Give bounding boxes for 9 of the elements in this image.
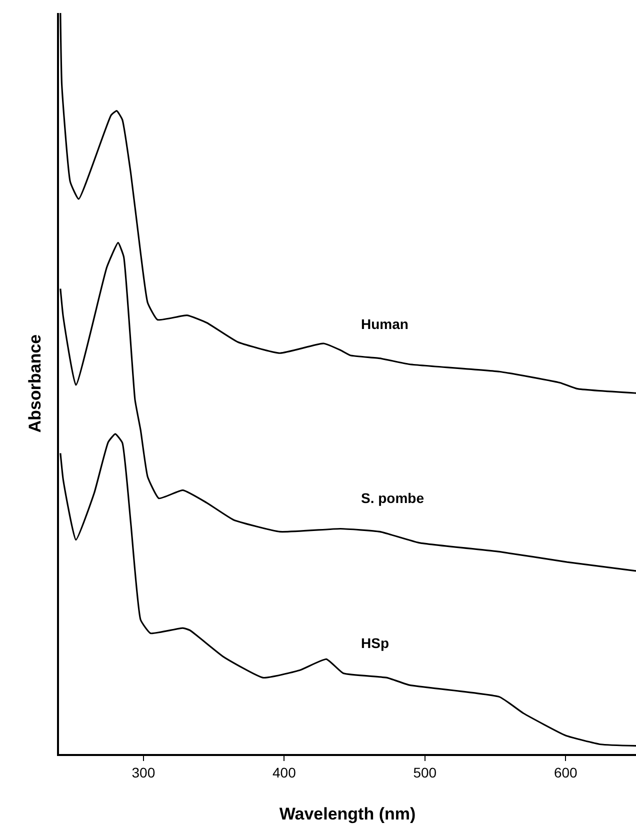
series-label: Human [361,316,408,332]
y-axis-title: Absorbance [25,334,44,433]
x-axis-title: Wavelength (nm) [279,804,416,824]
x-tick-label: 400 [272,764,296,781]
x-tick-label: 500 [413,764,437,781]
x-tick-label: 300 [132,764,156,781]
x-tick-label: 600 [554,764,578,781]
series-label: S. pombe [361,490,424,506]
series-label: HSp [361,635,389,651]
